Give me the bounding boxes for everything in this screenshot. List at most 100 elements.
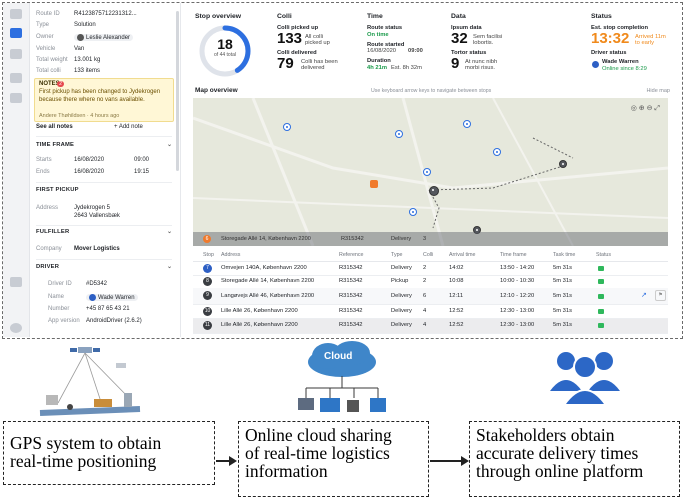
map-pin[interactable] bbox=[283, 123, 291, 131]
map-pin[interactable] bbox=[463, 120, 471, 128]
divider bbox=[36, 225, 172, 226]
notes-meta: Andere Thøhildsen · 4 hours ago bbox=[39, 113, 120, 119]
cloud-line-1: Online cloud sharing bbox=[245, 425, 392, 445]
fulfiller-section[interactable]: FULFILLER ⌄ bbox=[36, 229, 172, 238]
timeframe-section[interactable]: TIME FRAME ⌄ bbox=[36, 142, 172, 151]
col-status[interactable]: Status bbox=[596, 252, 612, 258]
map-pin[interactable] bbox=[493, 148, 501, 156]
add-note-link[interactable]: + Add note bbox=[114, 124, 143, 130]
divider bbox=[36, 259, 172, 260]
col-type[interactable]: Type bbox=[391, 252, 403, 258]
box-icon[interactable] bbox=[10, 93, 22, 103]
main-content: Stop overview 18 of 44 total Colli Colli… bbox=[181, 3, 682, 337]
table-row[interactable]: 10 Lille Allé 26, København 2200 R315342… bbox=[193, 305, 668, 319]
map-selected-stop-banner[interactable]: 6 Storegade Allé 14, København 2200 R315… bbox=[193, 232, 668, 246]
chevron-down-icon: ⌄ bbox=[166, 142, 172, 148]
duration-est: Est. 8h 32m bbox=[391, 65, 422, 71]
route-id-value: R4123875712231312... bbox=[74, 11, 137, 17]
owner-label: Owner bbox=[36, 34, 54, 40]
col-colli[interactable]: Colli bbox=[423, 252, 434, 258]
col-address[interactable]: Address bbox=[221, 252, 241, 258]
col-reference[interactable]: Reference bbox=[339, 252, 364, 258]
driver-section[interactable]: DRIVER ⌄ bbox=[36, 264, 172, 273]
gps-box: GPS system to obtain real-time positioni… bbox=[3, 421, 215, 485]
hide-map-link[interactable]: Hide map bbox=[646, 88, 670, 94]
map-pin[interactable] bbox=[423, 168, 431, 176]
chat-icon[interactable] bbox=[10, 73, 22, 83]
address-label: Address bbox=[36, 205, 59, 211]
number-value: +45 87 65 43 21 bbox=[86, 306, 130, 312]
map-pin[interactable] bbox=[559, 160, 567, 168]
notes-body: First pickup has been changed to Jydekro… bbox=[39, 89, 161, 103]
layers-icon[interactable] bbox=[10, 9, 22, 19]
status-title: Status bbox=[591, 13, 612, 20]
vehicle-label: Vehicle bbox=[36, 46, 56, 52]
avatar bbox=[77, 34, 84, 41]
cloud-icon bbox=[298, 341, 386, 412]
tortor-sub1: At nunc nibh bbox=[465, 59, 498, 65]
table-row[interactable]: 9 Langøvejs Allé 46, København 2200 R315… bbox=[193, 288, 668, 305]
map-hint: Use keyboard arrow keys to navigate betw… bbox=[371, 88, 492, 94]
row-arrival: 12:52 bbox=[449, 322, 464, 328]
tortor-label: Tortor status bbox=[451, 50, 487, 56]
map-pin-highlight[interactable] bbox=[370, 180, 378, 188]
list-icon[interactable] bbox=[10, 28, 22, 38]
row-ref: R315342 bbox=[339, 293, 363, 299]
route-started-time: 09:00 bbox=[408, 48, 423, 54]
table-row[interactable]: 11 Lille Allé 26, København 2200 R315342… bbox=[193, 319, 668, 334]
notes-card: NOTES 2 First pickup has been changed to… bbox=[34, 78, 174, 122]
row-address: Lille Allé 26, København 2200 bbox=[221, 322, 298, 328]
row-type: Delivery bbox=[391, 308, 412, 314]
starts-label: Starts bbox=[36, 157, 52, 163]
row-arrival: 12:11 bbox=[449, 293, 464, 299]
route-started-label: Route started bbox=[367, 42, 405, 48]
stop-progress-ring bbox=[199, 25, 251, 77]
map-pin[interactable] bbox=[395, 130, 403, 138]
see-all-notes-link[interactable]: See all notes bbox=[36, 124, 73, 130]
colli-delivered-label: Colli delivered bbox=[277, 50, 317, 56]
row-type: Delivery bbox=[391, 322, 412, 328]
flag-icon[interactable]: ⚑ bbox=[655, 290, 666, 301]
owner-chip[interactable]: Leslie Alexander bbox=[74, 34, 134, 42]
est-stop-sub2: to early bbox=[635, 40, 655, 46]
panel-scrollbar[interactable] bbox=[176, 11, 179, 171]
stop-number-badge: 10 bbox=[203, 307, 212, 316]
map-zoom-controls[interactable]: ◎ ⊕ ⊖ ⤢ bbox=[630, 105, 660, 112]
table-row[interactable]: 8 Storegade Allé 14, København 2200 R315… bbox=[193, 275, 668, 289]
map-canvas[interactable]: ◎ ⊕ ⊖ ⤢ bbox=[193, 98, 668, 246]
ipsum-sub2: lobortis. bbox=[473, 40, 494, 46]
row-colli: 4 bbox=[423, 308, 427, 314]
stop-number-badge: 8 bbox=[203, 277, 212, 286]
starts-date: 16/08/2020 bbox=[74, 157, 105, 163]
col-tasktime[interactable]: Task time bbox=[553, 252, 576, 258]
row-frame: 12:30 - 13:00 bbox=[500, 322, 535, 328]
first-pickup-section[interactable]: FIRST PICKUP bbox=[36, 187, 172, 196]
col-stop[interactable]: Stop bbox=[203, 252, 214, 258]
row-colli: 6 bbox=[423, 293, 427, 299]
help-icon[interactable] bbox=[10, 323, 22, 333]
map-icon[interactable] bbox=[10, 49, 22, 59]
address-line1: Jydekrogen 5 bbox=[74, 205, 111, 211]
app-version-value: AndroidDriver (2.6.2) bbox=[86, 318, 142, 324]
driver-status-label: Driver status bbox=[591, 50, 627, 56]
map-pin[interactable] bbox=[473, 226, 481, 234]
map-pin[interactable] bbox=[409, 208, 417, 216]
status-ok-icon bbox=[598, 294, 604, 299]
notes-title: NOTES bbox=[39, 81, 60, 87]
row-ref: R315342 bbox=[339, 308, 363, 314]
timeframe-title: TIME FRAME bbox=[36, 142, 75, 148]
colli-picked-label: Colli picked up bbox=[277, 25, 319, 31]
map-pin-current[interactable] bbox=[429, 186, 439, 196]
stakeholder-line-2: accurate delivery times bbox=[476, 443, 639, 463]
col-arrival[interactable]: Arrival time bbox=[449, 252, 476, 258]
cloud-line-2: of real-time logistics bbox=[245, 443, 390, 463]
row-arrival: 14:02 bbox=[449, 265, 464, 271]
reroute-icon[interactable]: ↗ bbox=[641, 292, 647, 299]
driver-chip[interactable]: Wade Warren bbox=[86, 294, 138, 302]
col-timeframe[interactable]: Time frame bbox=[500, 252, 527, 258]
row-address: Langøvejs Allé 46, København 2200 bbox=[221, 293, 315, 299]
route-id-label: Route ID bbox=[36, 11, 60, 17]
row-type: Delivery bbox=[391, 265, 412, 271]
settings-icon[interactable] bbox=[10, 277, 22, 287]
table-row[interactable]: 7 Omvejen 140A, København 2200 R315342 D… bbox=[193, 262, 668, 276]
